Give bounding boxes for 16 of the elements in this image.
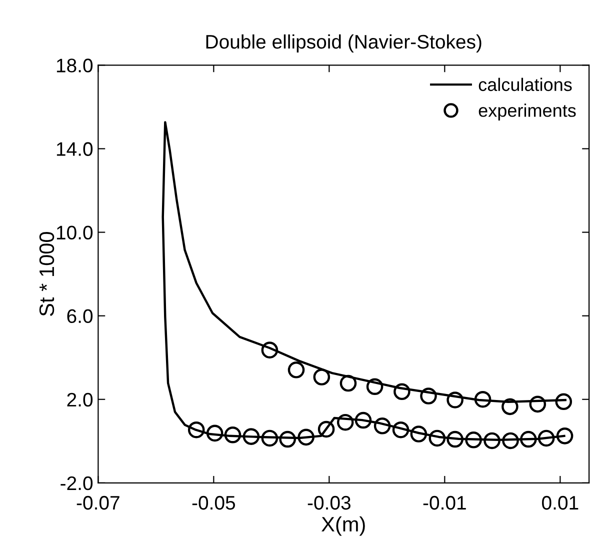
x-tick-label: -0.01 [423, 496, 466, 510]
y-axis-title: St * 1000 [39, 232, 54, 316]
y-tick-label: 10.0 [56, 226, 93, 240]
chart-title: Double ellipsoid (Navier-Stokes) [206, 34, 482, 53]
legend-label: experiments [478, 104, 576, 120]
x-tick-label: -0.03 [308, 496, 350, 510]
legend-label: calculations [478, 78, 572, 92]
x-tick-label: 0.01 [542, 496, 578, 510]
y-tick-label: -2.0 [60, 476, 93, 490]
y-tick-label: 18.0 [56, 58, 93, 72]
y-tick-label: 14.0 [56, 142, 93, 156]
x-axis-title: X(m) [322, 516, 365, 536]
x-tick-label: -0.05 [192, 496, 236, 510]
y-tick-label: 6.0 [67, 309, 93, 324]
y-tick-label: 2.0 [67, 392, 93, 407]
x-tick-label: -0.07 [76, 496, 120, 510]
